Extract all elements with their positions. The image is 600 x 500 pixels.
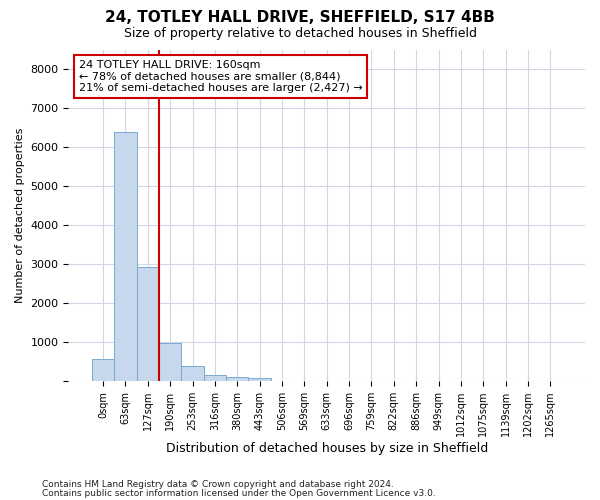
Bar [159, 343, 181, 381]
Text: 24 TOTLEY HALL DRIVE: 160sqm
← 78% of detached houses are smaller (8,844)
21% of: 24 TOTLEY HALL DRIVE: 160sqm ← 78% of de… [79, 60, 362, 93]
Bar [181, 366, 204, 381]
X-axis label: Distribution of detached houses by size in Sheffield: Distribution of detached houses by size … [166, 442, 488, 455]
Bar [114, 132, 137, 381]
Bar [226, 376, 248, 381]
Text: Contains HM Land Registry data © Crown copyright and database right 2024.: Contains HM Land Registry data © Crown c… [42, 480, 394, 489]
Text: Size of property relative to detached houses in Sheffield: Size of property relative to detached ho… [124, 28, 476, 40]
Text: Contains public sector information licensed under the Open Government Licence v3: Contains public sector information licen… [42, 489, 436, 498]
Bar [137, 268, 159, 381]
Text: 24, TOTLEY HALL DRIVE, SHEFFIELD, S17 4BB: 24, TOTLEY HALL DRIVE, SHEFFIELD, S17 4B… [105, 10, 495, 25]
Y-axis label: Number of detached properties: Number of detached properties [15, 128, 25, 304]
Bar [92, 360, 114, 381]
Bar [248, 378, 271, 381]
Bar [204, 374, 226, 381]
